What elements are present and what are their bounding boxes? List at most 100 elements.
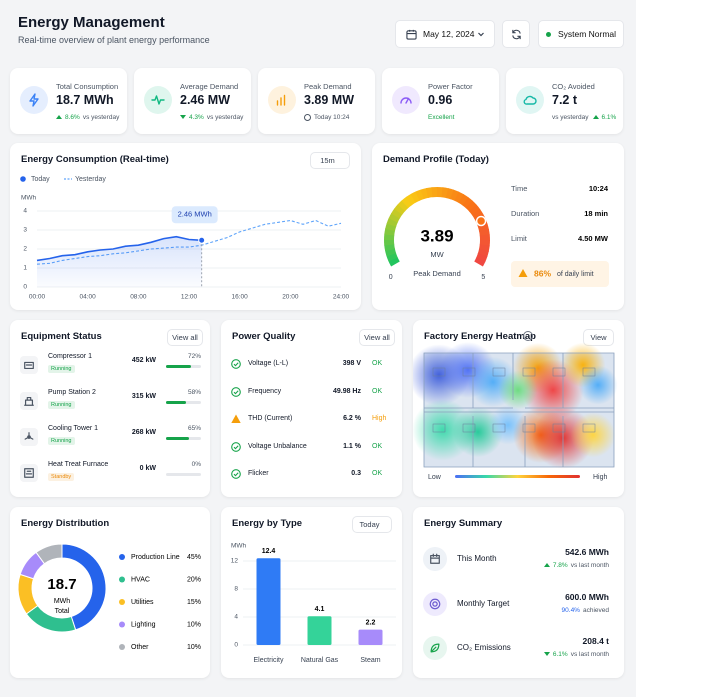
dashboard: Energy Management Real-time overview of … [0, 0, 636, 697]
equipment-status: Running [48, 437, 75, 445]
quality-status: OK [372, 470, 383, 477]
quality-value: 398 V [342, 360, 361, 367]
chevron [478, 32, 484, 37]
page-title: Energy Management [18, 14, 165, 31]
legend-value: 15% [187, 599, 201, 606]
kpi-card: Peak Demand 3.89 MW Today 10:24 [258, 68, 375, 134]
gauge-track [465, 200, 477, 212]
quality-value: 1.1 % [343, 442, 361, 450]
bar [307, 616, 332, 645]
y-axis-label: MWh [21, 195, 37, 202]
icon-path [233, 362, 239, 367]
heat-blob [578, 365, 618, 405]
heatmap-card: Factory Energy Heatmap View Low High [413, 320, 624, 497]
gauge-track [450, 189, 460, 202]
summary-value: 208.4 t [582, 636, 609, 646]
legend-value: 10% [187, 644, 201, 651]
detail-label: Duration [511, 209, 539, 218]
view-all-button[interactable]: View all [359, 329, 395, 346]
quality-name: Voltage Unbalance [248, 442, 307, 450]
x-tick-label: 20:00 [282, 294, 299, 301]
icon-path [231, 359, 241, 369]
equipment-icon-bg [20, 356, 38, 374]
room-walls [423, 352, 615, 468]
donut-slice [35, 543, 63, 565]
summary-change: 6.1% vs last month [493, 651, 609, 658]
equipment-name: Compressor 1 [48, 353, 92, 360]
gauge-tick-label: 0 [389, 274, 393, 281]
gauge-track [477, 248, 489, 258]
card-title: Energy by Type [232, 518, 303, 529]
kpi-label: CO₂ Avoided [552, 82, 595, 91]
line [36, 235, 202, 262]
status-badge[interactable]: System Normal [538, 20, 624, 48]
refresh-button[interactable] [502, 20, 530, 48]
equipment-name: Pump Station 2 [48, 389, 96, 396]
kpi-note: Excellent [428, 114, 455, 121]
summary-value: 542.6 MWh [565, 547, 609, 557]
legend-value: 10% [187, 621, 201, 628]
tooltip-text: 2.46 MWh [178, 210, 212, 219]
gauge-track [474, 257, 486, 267]
quality-status: OK [372, 360, 383, 367]
calendar-icon [430, 553, 440, 564]
x-tick-label: 08:00 [130, 294, 147, 301]
load-bar [166, 437, 189, 440]
legend-dot [119, 644, 125, 650]
calendar-icon [406, 29, 417, 40]
icon-path [151, 95, 165, 105]
machine [492, 423, 506, 433]
machine [462, 367, 476, 377]
equipment-power: 315 kW [131, 393, 156, 400]
gauge-track [388, 212, 401, 223]
gauge-track [458, 194, 469, 206]
legend-label: Production Line [131, 554, 180, 561]
kpi-label: Total Consumption [56, 82, 119, 91]
view-all-button[interactable]: View all [167, 329, 203, 346]
summary-label: CO₂ Emissions [457, 643, 511, 652]
trend-arrow [592, 115, 599, 120]
summary-note: vs last month [570, 562, 609, 569]
period-dropdown[interactable]: Today [352, 516, 392, 533]
y-tick-label: 12 [231, 558, 239, 565]
bar [358, 629, 383, 645]
equipment-icon-bg [20, 428, 38, 446]
interval-dropdown[interactable]: 15m [310, 152, 350, 169]
icon-path [24, 432, 34, 440]
view-button[interactable]: View [583, 329, 614, 346]
load-label: 65% [187, 425, 201, 432]
icon-path [233, 444, 239, 449]
kpi-change: Excellent [428, 114, 454, 121]
detail-label: Time [511, 184, 527, 193]
equipment-power: 268 kW [131, 429, 156, 436]
machine [432, 367, 446, 377]
y-tick-label: 8 [234, 586, 238, 593]
date-picker[interactable]: May 12, 2024 [395, 20, 495, 48]
heat-blob [570, 412, 616, 458]
summary-change-value: 6.1% [552, 651, 568, 658]
icon-path [233, 472, 239, 477]
check-icon [231, 359, 241, 369]
quality-value: 0.3 [351, 470, 361, 477]
machine [522, 423, 536, 433]
gauge-track [394, 203, 406, 215]
gauge-value: 3.89 [420, 226, 453, 245]
gauge-track [445, 188, 455, 200]
kpi-icon-bg [20, 86, 48, 114]
clock-icon [304, 114, 311, 121]
bar [256, 558, 281, 645]
kpi-card: Total Consumption 18.7 MWh 8.6% vs yesterda… [10, 68, 127, 134]
gauge-track [401, 196, 413, 209]
equipment-power: 452 kW [131, 357, 156, 364]
target-icon [429, 598, 441, 609]
kpi-label: Power Factor [428, 82, 473, 91]
kpi-label: Peak Demand [304, 82, 352, 91]
card-title: Demand Profile (Today) [383, 154, 489, 165]
quality-status: High [372, 415, 387, 422]
area [37, 236, 202, 287]
bolt-icon [29, 93, 39, 107]
kpi-icon-bg [268, 86, 296, 114]
check-icon [231, 386, 241, 397]
donut-slice [17, 573, 39, 615]
kpi-value: 2.46 MW [180, 93, 231, 107]
